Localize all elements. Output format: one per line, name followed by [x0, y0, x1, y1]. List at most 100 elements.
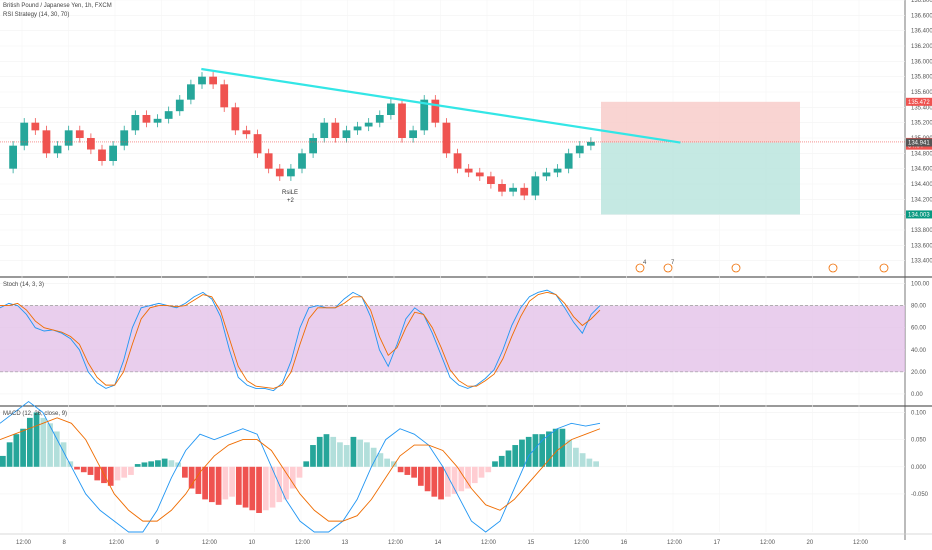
macd-histogram-bar — [546, 431, 552, 467]
macd-histogram-bar — [269, 466, 276, 508]
candle-body — [298, 153, 306, 169]
macd-histogram-bar — [417, 466, 424, 486]
candle-body — [531, 176, 540, 196]
macd-histogram-bar — [397, 466, 404, 473]
macd-histogram-bar — [161, 458, 168, 467]
macd-histogram-bar — [465, 466, 471, 489]
macd-histogram-bar — [485, 466, 492, 473]
macd-histogram-bar — [107, 466, 114, 486]
macd-histogram-bar — [188, 466, 195, 489]
candle-body — [342, 130, 351, 138]
candle-body — [364, 122, 373, 127]
macd-histogram-bar — [586, 458, 593, 467]
x-tick-label: 12:00 — [295, 540, 311, 546]
y-tick-label: 0.100 — [911, 410, 927, 416]
x-tick-label: 12:00 — [202, 540, 218, 546]
macd-histogram-bar — [229, 466, 235, 497]
macd-histogram-bar — [505, 450, 512, 467]
macd-histogram-bar — [0, 455, 6, 467]
macd-histogram-bar — [168, 460, 175, 467]
event-marker — [879, 263, 889, 273]
macd-histogram-bar — [195, 466, 202, 494]
macd-histogram-bar — [242, 466, 249, 508]
price-badge-text: 135.472 — [908, 100, 930, 106]
candle-body — [453, 153, 462, 169]
macd-histogram-bar — [94, 466, 101, 481]
stoch-line — [0, 289, 601, 392]
x-tick-label: 12:00 — [853, 540, 869, 546]
macd-histogram-bar — [13, 434, 20, 467]
y-tick-label: 0.00 — [911, 392, 923, 398]
y-tick-label: 133.800 — [911, 228, 932, 234]
macd-histogram-bar — [444, 466, 451, 497]
macd-histogram-bar — [539, 434, 546, 467]
candle-body — [587, 141, 595, 146]
trendline — [201, 67, 681, 144]
macd-histogram-bar — [53, 431, 60, 467]
candle-body — [242, 130, 251, 135]
candle-body — [87, 138, 95, 150]
stoch-band — [0, 305, 905, 372]
y-tick-label: 136.000 — [911, 59, 932, 65]
candle-body — [509, 187, 517, 192]
candle-body — [120, 130, 129, 146]
macd-line — [0, 417, 601, 522]
candle-body — [198, 76, 206, 85]
x-tick-label: 12:00 — [481, 540, 497, 546]
candle-body — [75, 130, 84, 138]
y-tick-label: 136.400 — [911, 29, 932, 35]
candle-body — [309, 138, 317, 154]
macd-histogram-bar — [391, 461, 397, 467]
x-tick-label: 8 — [63, 540, 67, 546]
y-tick-label: 136.200 — [911, 44, 932, 50]
macd-histogram-bar — [296, 466, 303, 478]
price-badge-text: 134.941 — [908, 141, 930, 147]
candle-body — [420, 99, 429, 131]
macd-histogram-bar — [20, 428, 26, 467]
y-tick-label: 40.00 — [911, 348, 927, 354]
candle-body — [109, 145, 117, 161]
candle-body — [553, 168, 562, 173]
macd-histogram-bar — [525, 436, 532, 467]
event-marker — [663, 263, 673, 273]
macd-histogram-bar — [498, 455, 505, 467]
candle-body — [287, 168, 295, 177]
macd-histogram-bar — [148, 461, 155, 467]
macd-histogram-bar — [451, 466, 458, 494]
macd-histogram-bar — [128, 466, 134, 475]
price-badge-text: 134.003 — [908, 212, 930, 218]
macd-histogram-bar — [579, 453, 586, 467]
macd-histogram-bar — [235, 466, 242, 505]
price-badge-bg — [906, 97, 932, 106]
candle-body — [98, 149, 106, 161]
macd-histogram-bar — [532, 434, 539, 467]
candle-body — [320, 122, 329, 138]
macd-histogram-bar — [80, 466, 87, 473]
x-tick-label: 12:00 — [760, 540, 776, 546]
macd-histogram-bar — [215, 466, 222, 505]
x-tick-label: 17 — [714, 540, 721, 546]
candle-body — [9, 145, 17, 169]
y-tick-label: -0.050 — [911, 492, 929, 498]
x-tick-label: 12:00 — [574, 540, 590, 546]
macd-histogram-bar — [566, 439, 573, 467]
macd-histogram-bar — [377, 453, 384, 467]
candle-body — [142, 115, 151, 123]
candle-body — [264, 153, 273, 169]
candle-body — [498, 184, 506, 192]
macd-histogram-bar — [134, 464, 141, 467]
macd-histogram-bar — [74, 466, 80, 470]
take-profit-zone — [601, 142, 800, 215]
macd-histogram-bar — [40, 417, 47, 467]
candle-body — [209, 76, 217, 85]
candle-body — [487, 176, 495, 184]
candle-body — [275, 168, 284, 177]
x-tick-label: 9 — [156, 540, 160, 546]
candle-body — [331, 122, 340, 138]
y-tick-label: 0.000 — [911, 465, 927, 471]
y-tick-label: 134.200 — [911, 197, 932, 203]
macd-histogram-bar — [492, 461, 498, 467]
macd-histogram-bar — [208, 466, 215, 503]
candle-body — [175, 99, 184, 112]
